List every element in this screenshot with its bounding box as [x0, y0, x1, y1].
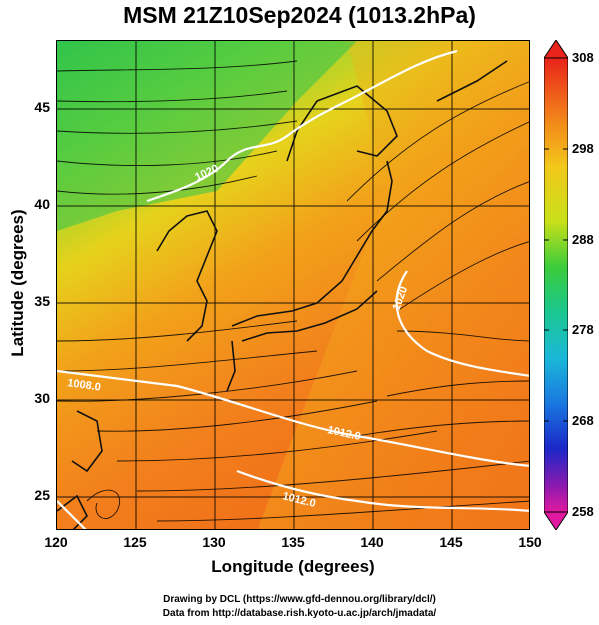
colorbar-label: 288: [572, 232, 594, 247]
northwest-cool-field: [57, 41, 357, 231]
x-tick-label: 135: [281, 534, 305, 550]
colorbar-label: 298: [572, 141, 594, 156]
y-tick-label: 30: [34, 390, 50, 406]
colorbar-top-arrow: [544, 40, 568, 59]
coastlines: [57, 60, 508, 529]
isobar-label-3: 1008.0: [67, 377, 102, 394]
colorbar-label: 258: [572, 504, 594, 519]
ocean-east-field: [257, 41, 529, 529]
x-tick-label: 145: [439, 534, 463, 550]
credit-drawing: Drawing by DCL (https://www.gfd-dennou.o…: [163, 594, 436, 605]
streamlines: [57, 60, 529, 522]
x-tick-label: 120: [44, 534, 68, 550]
colorbar-ticks: [544, 57, 568, 513]
lat-lon-grid: [57, 41, 529, 529]
credit-data: Data from http://database.rish.kyoto-u.a…: [162, 608, 437, 619]
isobars: [57, 49, 529, 529]
y-tick-label: 40: [34, 196, 50, 212]
x-tick-label: 130: [202, 534, 226, 550]
x-tick-label: 140: [360, 534, 384, 550]
map-title: MSM 21Z10Sep2024 (1013.2hPa): [123, 2, 476, 28]
y-tick-label: 45: [34, 99, 50, 115]
y-tick-label: 25: [34, 487, 50, 503]
colorbar: [544, 40, 568, 530]
colorbar-gradient: [544, 57, 568, 513]
colorbar-bottom-arrow: [544, 511, 568, 530]
colorbar-label: 278: [572, 322, 594, 337]
y-tick-label: 35: [34, 293, 50, 309]
colorbar-label: 308: [572, 50, 594, 65]
x-tick-label: 125: [123, 534, 147, 550]
map-plot-area: 1020 1020 1008.0 1012.0 1012.0: [56, 40, 530, 530]
x-tick-label: 150: [518, 534, 542, 550]
temperature-map: 1020 1020 1008.0 1012.0 1012.0: [57, 41, 529, 529]
x-axis-label: Longitude (degrees): [211, 557, 375, 576]
colorbar-label: 268: [572, 413, 594, 428]
